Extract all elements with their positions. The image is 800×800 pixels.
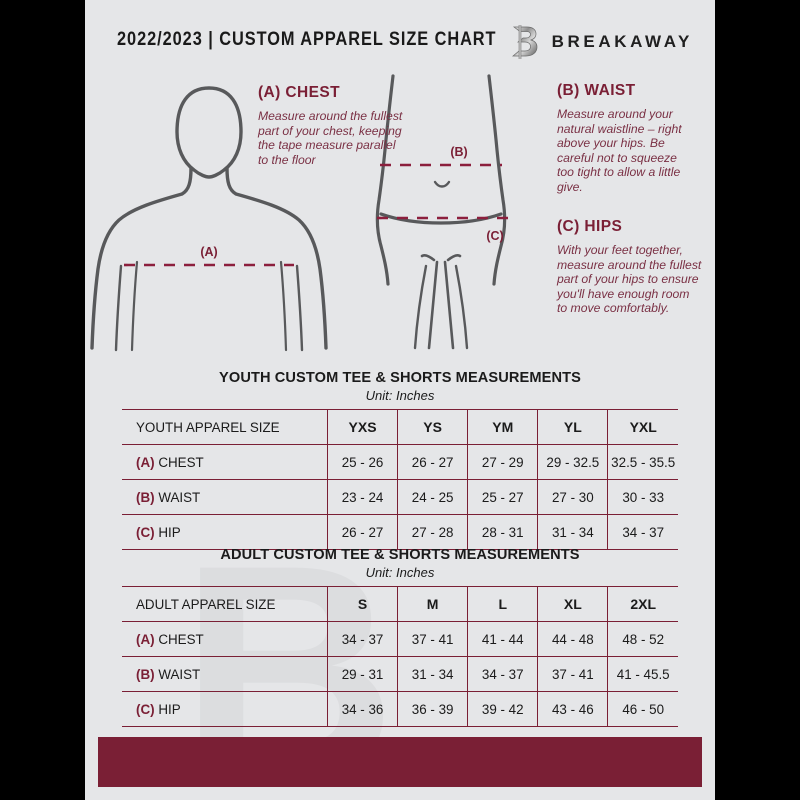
adult-r1-c4: 41 - 45.5 bbox=[607, 656, 678, 692]
adult-row-2-label: (C) HIP bbox=[122, 691, 328, 727]
adult-row-0-label: (A) CHEST bbox=[122, 621, 328, 657]
youth-row-0-label: (A) CHEST bbox=[122, 444, 328, 480]
youth-table-block: YOUTH CUSTOM TEE & SHORTS MEASUREMENTS U… bbox=[85, 370, 715, 550]
youth-r1-c2: 25 - 27 bbox=[467, 479, 538, 515]
youth-r1-c3: 27 - 30 bbox=[537, 479, 608, 515]
adult-r1-c2: 34 - 37 bbox=[467, 656, 538, 692]
row-tag: (B) bbox=[136, 489, 155, 505]
adult-row-1-label: (B) WAIST bbox=[122, 656, 328, 692]
row-tag: (A) bbox=[136, 454, 155, 470]
waist-marker-label: (B) bbox=[450, 145, 467, 159]
adult-r2-c0: 34 - 36 bbox=[326, 691, 398, 727]
adult-col-4: 2XL bbox=[607, 586, 678, 622]
youth-col-1: YS bbox=[397, 409, 468, 445]
chest-marker-label: (A) bbox=[200, 245, 217, 259]
adult-r2-c1: 36 - 39 bbox=[397, 691, 468, 727]
hip-marker-label: (C) bbox=[486, 229, 503, 243]
adult-r1-c1: 31 - 34 bbox=[397, 656, 468, 692]
adult-table-unit: Unit: Inches bbox=[365, 565, 435, 580]
youth-r2-c1: 27 - 28 bbox=[397, 514, 468, 550]
row-tag: (A) bbox=[136, 631, 155, 647]
callout-chest-body: Measure around the fullest part of your … bbox=[258, 109, 403, 167]
youth-col-3: YL bbox=[537, 409, 608, 445]
row-label: HIP bbox=[158, 524, 181, 540]
callout-waist: (B) WAIST Measure around your natural wa… bbox=[557, 82, 697, 195]
row-label: CHEST bbox=[158, 631, 204, 647]
callout-waist-heading: (B) WAIST bbox=[557, 82, 636, 99]
row-tag: (B) bbox=[136, 666, 155, 682]
adult-r0-c4: 48 - 52 bbox=[607, 621, 678, 657]
adult-col-0: S bbox=[326, 586, 398, 622]
callout-chest-heading: (A) CHEST bbox=[258, 84, 340, 101]
youth-col-2: YM bbox=[467, 409, 538, 445]
adult-table-title: ADULT CUSTOM TEE & SHORTS MEASUREMENTS bbox=[220, 547, 580, 563]
adult-col-3: XL bbox=[537, 586, 608, 622]
adult-r1-c3: 37 - 41 bbox=[537, 656, 608, 692]
adult-r2-c3: 43 - 46 bbox=[537, 691, 608, 727]
callout-hips-heading: (C) HIPS bbox=[557, 218, 623, 235]
youth-r1-c0: 23 - 24 bbox=[326, 479, 398, 515]
footer-accent-bar bbox=[98, 737, 702, 787]
adult-col-1: M bbox=[397, 586, 468, 622]
youth-row-2-label: (C) HIP bbox=[122, 514, 328, 550]
adult-r0-c0: 34 - 37 bbox=[326, 621, 398, 657]
breakaway-b-logo-icon bbox=[507, 24, 541, 60]
row-label: WAIST bbox=[158, 489, 201, 505]
row-tag: (C) bbox=[136, 524, 155, 540]
callout-hips: (C) HIPS With your feet together, measur… bbox=[557, 218, 702, 316]
youth-r0-c3: 29 - 32.5 bbox=[537, 444, 608, 480]
table-row: (B) WAIST 29 - 31 31 - 34 34 - 37 37 - 4… bbox=[122, 656, 678, 692]
youth-col-4: YXL bbox=[607, 409, 678, 445]
upper-body-outline bbox=[90, 86, 328, 352]
measurement-illustration: (A) (B bbox=[85, 70, 715, 370]
row-tag: (C) bbox=[136, 701, 155, 717]
row-label: CHEST bbox=[158, 454, 204, 470]
adult-r0-c1: 37 - 41 bbox=[397, 621, 468, 657]
youth-r0-c0: 25 - 26 bbox=[326, 444, 398, 480]
youth-r2-c3: 31 - 34 bbox=[537, 514, 608, 550]
youth-r0-c4: 32.5 - 35.5 bbox=[607, 444, 678, 480]
callout-waist-body: Measure around your natural waistline – … bbox=[557, 107, 682, 194]
adult-r0-c3: 44 - 48 bbox=[537, 621, 608, 657]
youth-table-title: YOUTH CUSTOM TEE & SHORTS MEASUREMENTS bbox=[219, 370, 581, 386]
brand-logo: BREAKAWAY bbox=[507, 24, 693, 60]
adult-r0-c2: 41 - 44 bbox=[467, 621, 538, 657]
row-label: HIP bbox=[158, 701, 181, 717]
table-row: (C) HIP 34 - 36 36 - 39 39 - 42 43 - 46 … bbox=[122, 691, 678, 727]
table-header-row: YOUTH APPAREL SIZE YXS YS YM YL YXL bbox=[122, 409, 678, 445]
lower-body-outline bbox=[375, 74, 507, 350]
row-label: WAIST bbox=[158, 666, 201, 682]
page-header: 2022/2023 | CUSTOM APPAREL SIZE CHART bbox=[85, 24, 715, 62]
size-chart-page: B 2022/2023 | CUSTOM APPAREL SIZE CHART bbox=[85, 0, 715, 800]
table-header-row: ADULT APPAREL SIZE S M L XL 2XL bbox=[122, 586, 678, 622]
adult-col-2: L bbox=[467, 586, 538, 622]
brand-name: BREAKAWAY bbox=[551, 32, 693, 51]
adult-r1-c0: 29 - 31 bbox=[326, 656, 398, 692]
table-row: (C) HIP 26 - 27 27 - 28 28 - 31 31 - 34 … bbox=[122, 514, 678, 550]
adult-table-block: ADULT CUSTOM TEE & SHORTS MEASUREMENTS U… bbox=[85, 547, 715, 727]
adult-rowhead-label: ADULT APPAREL SIZE bbox=[122, 586, 328, 622]
table-row: (A) CHEST 25 - 26 26 - 27 27 - 29 29 - 3… bbox=[122, 444, 678, 480]
adult-size-table: ADULT APPAREL SIZE S M L XL 2XL (A) CHES… bbox=[122, 586, 678, 727]
table-row: (B) WAIST 23 - 24 24 - 25 25 - 27 27 - 3… bbox=[122, 479, 678, 515]
table-row: (A) CHEST 34 - 37 37 - 41 41 - 44 44 - 4… bbox=[122, 621, 678, 657]
youth-row-1-label: (B) WAIST bbox=[122, 479, 328, 515]
youth-r2-c2: 28 - 31 bbox=[467, 514, 538, 550]
youth-r1-c1: 24 - 25 bbox=[397, 479, 468, 515]
youth-r2-c0: 26 - 27 bbox=[326, 514, 398, 550]
youth-r1-c4: 30 - 33 bbox=[607, 479, 678, 515]
youth-table-unit: Unit: Inches bbox=[365, 388, 435, 403]
youth-size-table: YOUTH APPAREL SIZE YXS YS YM YL YXL (A) … bbox=[122, 409, 678, 550]
youth-r0-c2: 27 - 29 bbox=[467, 444, 538, 480]
youth-col-0: YXS bbox=[326, 409, 398, 445]
page-title: 2022/2023 | CUSTOM APPAREL SIZE CHART bbox=[117, 29, 497, 50]
youth-r2-c4: 34 - 37 bbox=[607, 514, 678, 550]
adult-r2-c2: 39 - 42 bbox=[467, 691, 538, 727]
youth-r0-c1: 26 - 27 bbox=[397, 444, 468, 480]
callout-hips-body: With your feet together, measure around … bbox=[557, 243, 702, 316]
youth-rowhead-label: YOUTH APPAREL SIZE bbox=[122, 409, 328, 445]
callout-chest: (A) CHEST Measure around the fullest par… bbox=[258, 84, 403, 167]
adult-r2-c4: 46 - 50 bbox=[607, 691, 678, 727]
